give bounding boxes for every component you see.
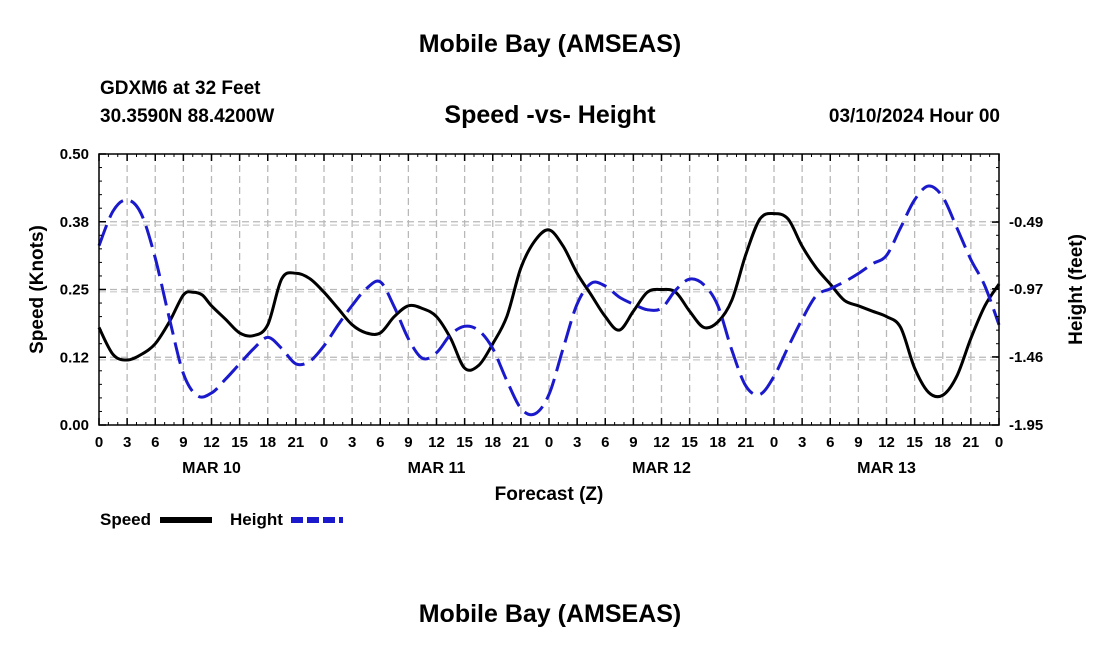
x-tick-label: 6 [826, 434, 834, 451]
x-tick-label: 21 [738, 434, 755, 451]
x-tick-label: 12 [203, 434, 220, 451]
x-tick-label: 18 [259, 434, 276, 451]
y-tick-label: 0.12 [60, 349, 89, 366]
x-tick-label: 15 [456, 434, 473, 451]
x-tick-label: 9 [854, 434, 862, 451]
x-tick-label: 18 [934, 434, 951, 451]
x-tick-label: 3 [573, 434, 581, 451]
footer-title: Mobile Bay (AMSEAS) [418, 600, 682, 628]
x-tick-label: 9 [404, 434, 412, 451]
x-axis-label: Forecast (Z) [495, 484, 604, 505]
x-tick-label: 21 [288, 434, 305, 451]
x-tick-label: 3 [123, 434, 131, 451]
x-tick-label: 12 [653, 434, 670, 451]
x-tick-label: 9 [629, 434, 637, 451]
chart-subtitle: Speed -vs- Height [444, 101, 656, 129]
series-layer [97, 184, 1001, 417]
day-label: MAR 11 [408, 460, 466, 477]
x-tick-label: 0 [320, 434, 328, 451]
y2-tick-label: -1.95 [1009, 417, 1043, 434]
x-tick-label: 12 [428, 434, 445, 451]
x-tick-label: 15 [231, 434, 248, 451]
x-tick-label: 21 [513, 434, 530, 451]
y-tick-label: 0.38 [60, 214, 89, 231]
series-line-speed [97, 212, 1001, 399]
x-tick-label: 0 [995, 434, 1003, 451]
axes: 0 3 6 9 12 15 18 21 0 3 6 9 12 15 18 21 0 3 6 9 12 15 18 21 0 3 6 9… [60, 146, 1043, 477]
y2-axis-label: Height (feet) [1066, 234, 1087, 345]
x-tick-label: 9 [179, 434, 187, 451]
x-tick-label: 12 [878, 434, 895, 451]
day-label: MAR 12 [632, 460, 691, 477]
x-tick-label: 18 [484, 434, 501, 451]
legend-height-label: Height [230, 510, 283, 529]
x-tick-label: 15 [681, 434, 698, 451]
x-tick-label: 21 [963, 434, 980, 451]
legend: Speed Height [100, 510, 343, 529]
y-axis-label: Speed (Knots) [27, 225, 48, 354]
x-tick-label: 3 [348, 434, 356, 451]
grid [99, 154, 999, 425]
x-tick-label: 0 [770, 434, 778, 451]
x-tick-label: 15 [906, 434, 923, 451]
y-tick-label: 0.50 [60, 146, 89, 163]
main-title: Mobile Bay (AMSEAS) [418, 30, 682, 58]
issue-time: 03/10/2024 Hour 00 [828, 106, 1000, 127]
x-tick-label: 6 [601, 434, 609, 451]
legend-speed-label: Speed [100, 510, 151, 529]
series-line-height [97, 184, 1001, 417]
y-tick-label: 0.00 [60, 417, 89, 434]
day-label: MAR 13 [857, 460, 916, 477]
y2-tick-label: -0.97 [1009, 281, 1043, 298]
x-tick-label: 0 [545, 434, 553, 451]
y-tick-label: 0.25 [60, 282, 89, 299]
x-tick-label: 18 [709, 434, 726, 451]
coordinates-label: 30.3590N 88.4200W [100, 106, 275, 127]
y2-tick-label: -1.46 [1009, 349, 1043, 366]
day-label: MAR 10 [182, 460, 241, 477]
x-tick-label: 0 [95, 434, 103, 451]
x-tick-label: 6 [151, 434, 159, 451]
x-tick-label: 6 [376, 434, 384, 451]
y2-tick-label: -0.49 [1009, 214, 1043, 231]
x-tick-label: 3 [798, 434, 806, 451]
station-label: GDXM6 at 32 Feet [100, 78, 261, 99]
